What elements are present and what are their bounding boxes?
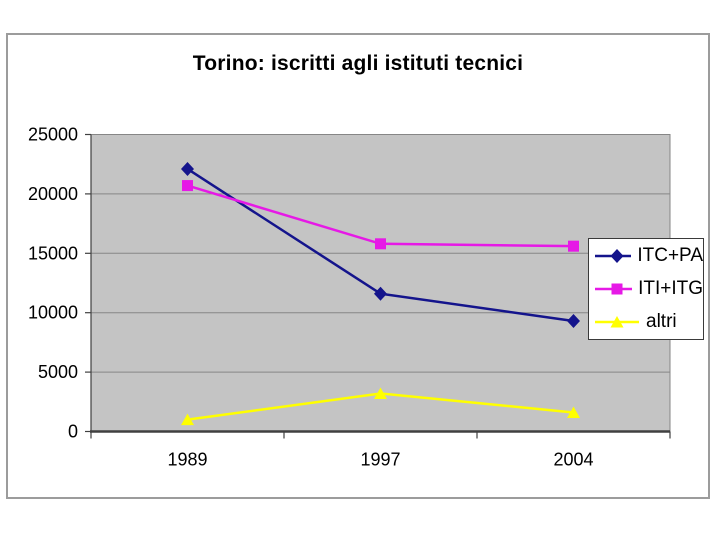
square-marker-icon — [182, 180, 193, 192]
plot-area — [90, 134, 671, 432]
y-tick-label: 25000 — [28, 125, 78, 145]
legend-label: ITC+PA — [637, 245, 703, 266]
y-tick-label: 5000 — [38, 362, 78, 382]
legend-label: altri — [646, 311, 677, 332]
y-tick-label: 15000 — [28, 243, 78, 263]
x-tick-label: 1989 — [167, 450, 207, 470]
x-tick-label: 1997 — [360, 450, 400, 470]
diamond-marker-icon — [610, 249, 624, 263]
chart-title: Torino: iscritti agli istituti tecnici — [192, 52, 524, 75]
y-tick-label: 20000 — [28, 184, 78, 204]
y-tick-label: 0 — [68, 422, 78, 442]
legend-item: ITC+PA — [594, 240, 703, 273]
square-marker-icon — [568, 240, 579, 252]
square-marker-icon — [611, 283, 623, 295]
legend-key-diamond-icon — [595, 249, 632, 263]
legend-label: ITI+ITG — [638, 278, 703, 299]
diamond-marker-icon — [181, 161, 194, 176]
chart-legend: ITC+PA ITI+ITG altri — [588, 238, 704, 340]
triangle-marker-icon — [181, 413, 194, 426]
legend-item: altri — [594, 306, 703, 339]
diamond-marker-icon — [374, 286, 387, 301]
x-tick-label: 2004 — [553, 450, 593, 470]
legend-key-square-icon — [595, 283, 633, 295]
diamond-marker-icon — [567, 314, 580, 329]
legend-item: ITI+ITG — [594, 273, 703, 306]
square-marker-icon — [375, 238, 386, 250]
triangle-marker-icon — [567, 406, 580, 418]
triangle-marker-icon — [374, 387, 387, 399]
legend-key-triangle-icon — [595, 316, 639, 328]
y-tick-label: 10000 — [28, 303, 78, 323]
triangle-marker-icon — [610, 316, 624, 328]
